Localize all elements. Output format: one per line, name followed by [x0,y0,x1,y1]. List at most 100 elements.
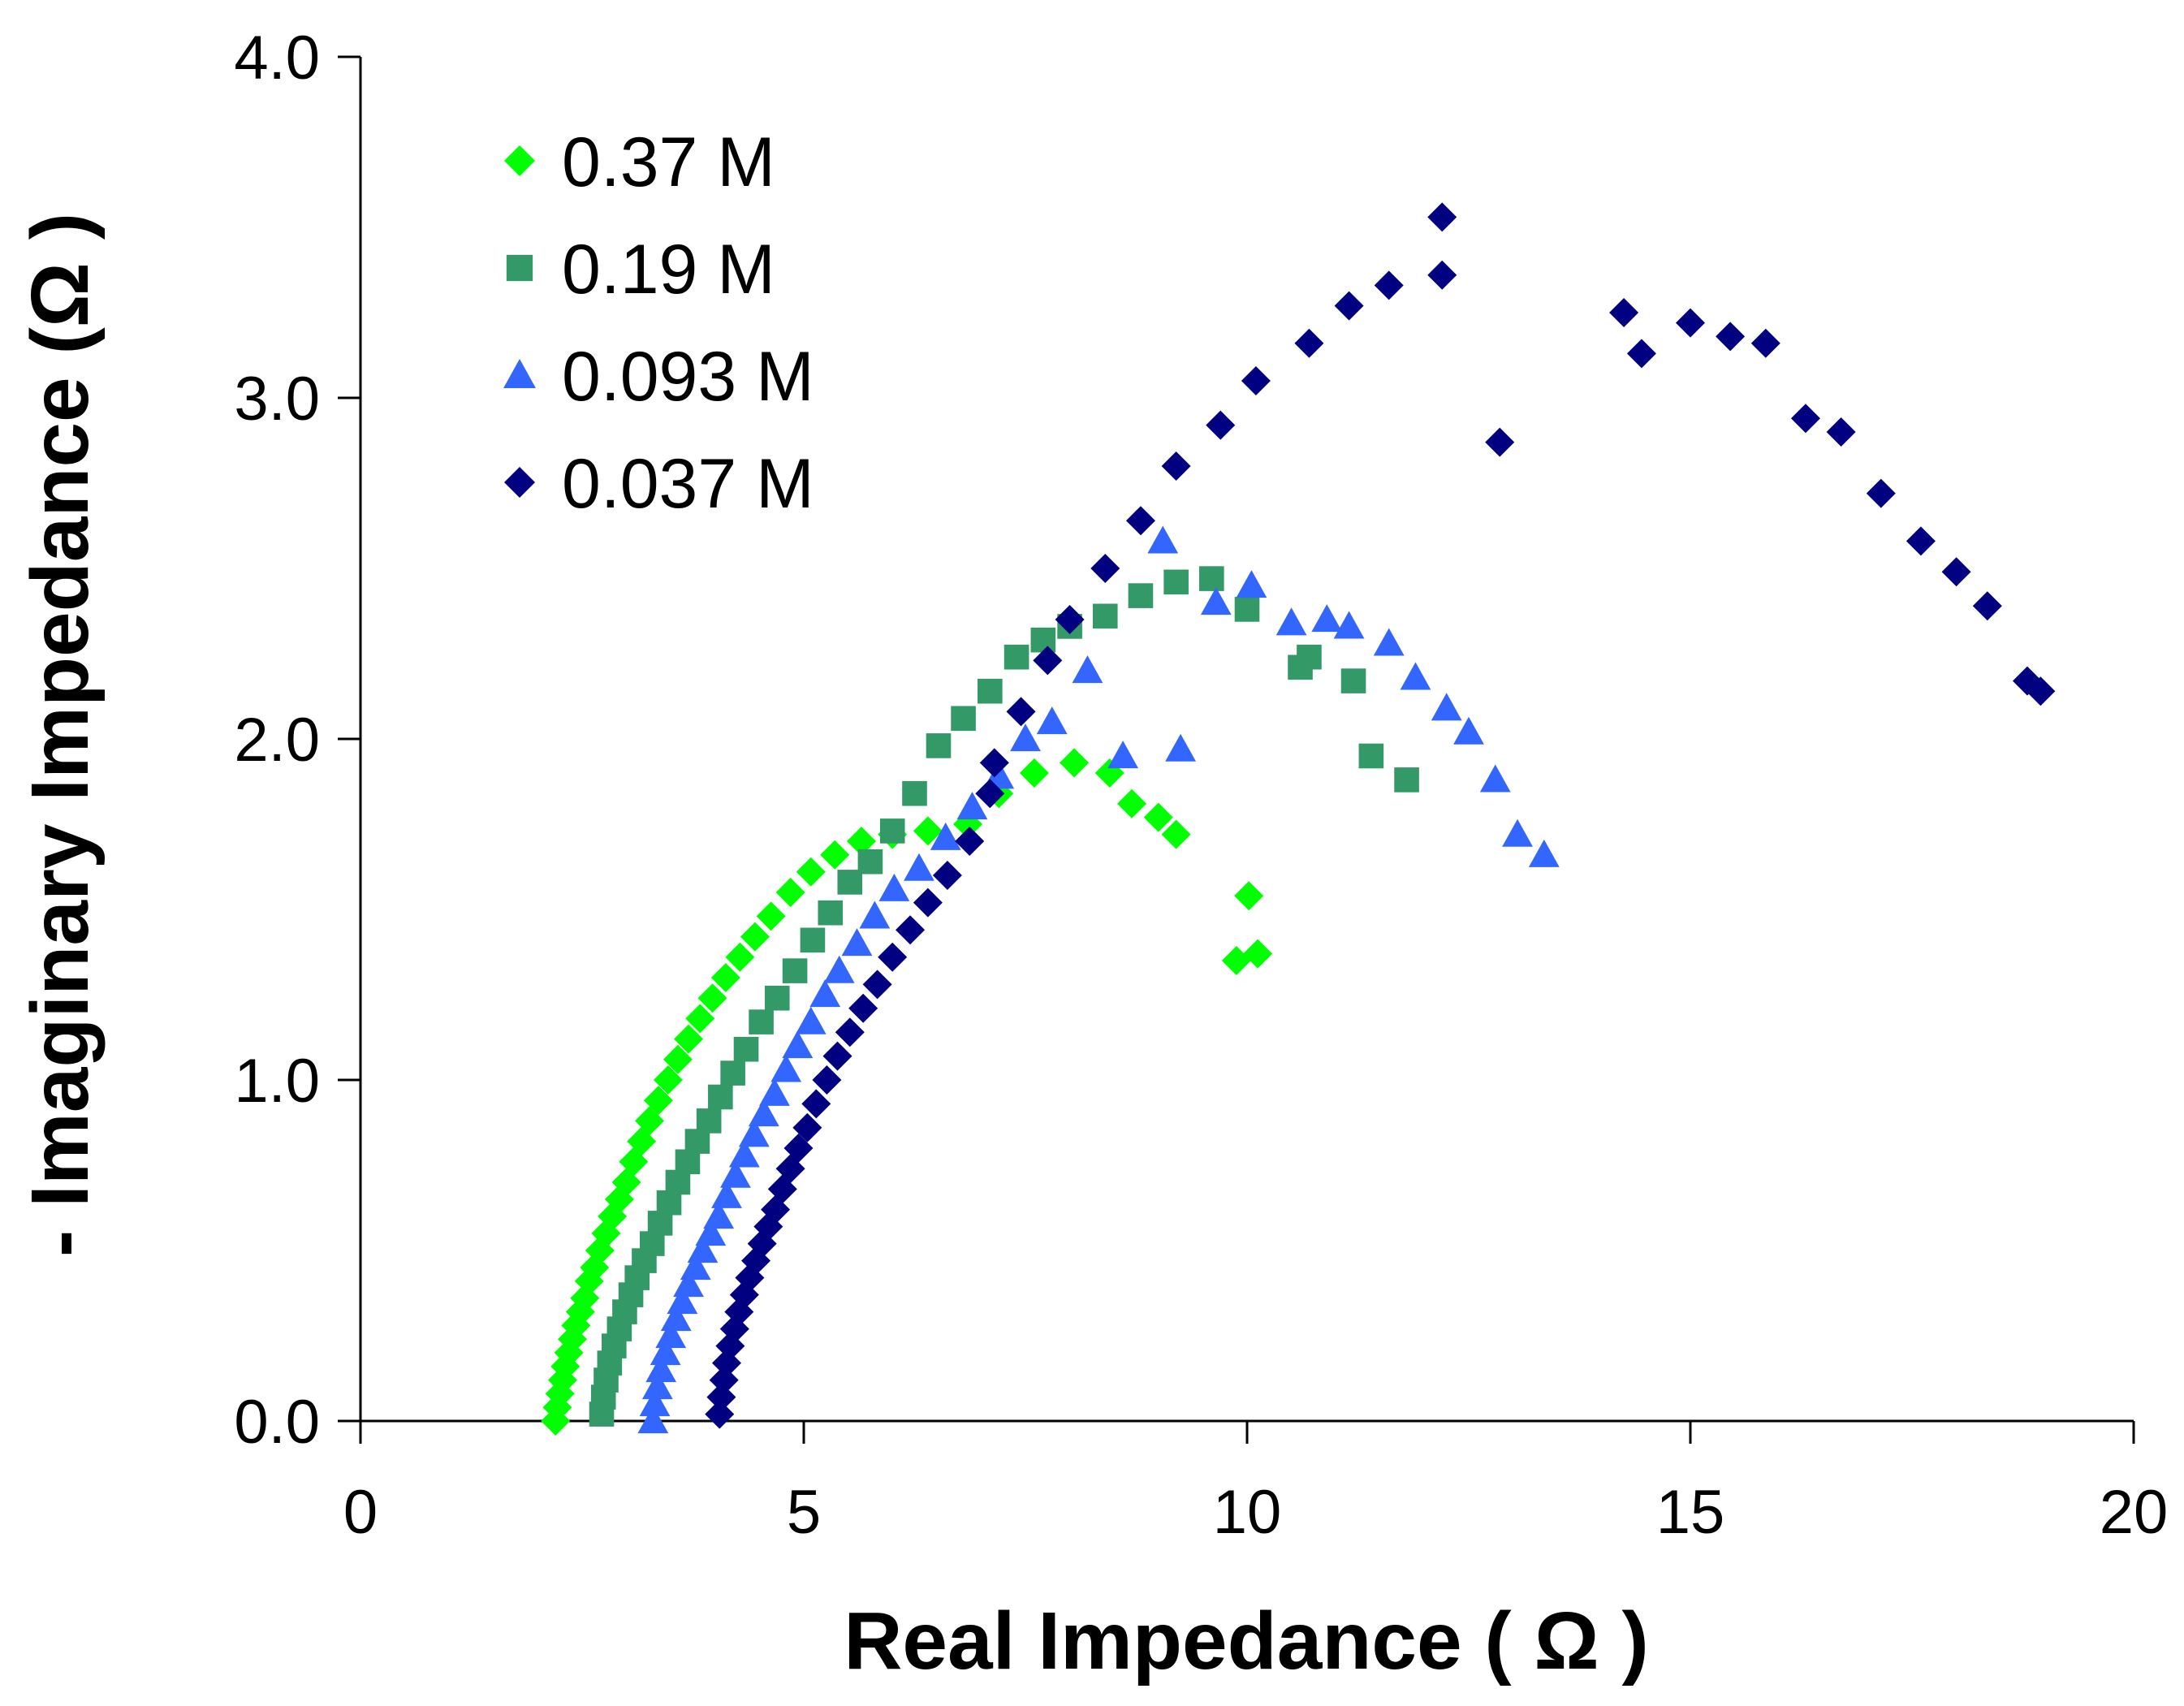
data-point [705,1399,735,1429]
data-point [645,1354,677,1383]
data-point [800,927,826,953]
data-point [792,1112,822,1142]
data-point [1676,308,1705,338]
data-point [687,1235,719,1263]
x-tick-label: 20 [2100,1478,2169,1547]
data-point [862,970,892,1000]
y-tick-label: 1.0 [234,1047,320,1116]
x-tick-label: 5 [787,1478,821,1547]
data-point [1036,706,1068,735]
data-point [822,1041,852,1071]
data-point [1297,644,1322,670]
data-point [848,993,878,1023]
data-point [1125,506,1155,536]
data-point [1241,366,1271,395]
data-point [846,827,876,856]
data-point [975,779,1005,809]
tick-marks [338,55,2135,1444]
data-point [1340,668,1366,693]
data-point [655,1320,687,1349]
data-point [1030,627,1056,653]
data-point [1161,451,1191,481]
data-point [1400,662,1431,690]
data-point [951,706,976,732]
data-point [720,1060,745,1086]
data-point [1243,939,1273,969]
data-point [1161,819,1191,849]
data-point [801,1089,831,1119]
data-point [1479,764,1511,793]
data-point [1626,339,1656,369]
data-point [725,942,755,972]
data-point [1866,478,1896,508]
data-point [1374,270,1404,300]
data-point [1972,591,2002,621]
data-point [663,1044,693,1074]
data-point [1334,291,1364,321]
data-point [896,915,926,945]
legend-label: 0.19 M [562,231,775,309]
data-point [1143,802,1173,832]
data-point [1128,583,1154,608]
data-point [1033,646,1063,676]
data-point [650,1337,681,1366]
data-point [1502,818,1533,847]
data-point [695,1218,727,1246]
legend: 0.37 M 0.19 M 0.093 M 0.037 M [503,123,814,523]
data-point [1394,767,1419,793]
data-point [878,942,908,972]
data-point [1055,605,1085,634]
data-point [1236,570,1267,598]
series-0-19-M [589,566,1419,1427]
data-point [1147,525,1179,554]
data-point [748,1099,779,1127]
data-point [823,955,855,983]
series-0-037-M [705,202,2056,1429]
data-point [749,1009,774,1034]
data-point [639,1389,671,1417]
data-point [1453,716,1484,745]
data-point [696,1108,722,1134]
data-point [1790,404,1820,434]
x-axis-title: Real Impedance ( Ω ) [844,1596,1649,1687]
data-point [1234,597,1260,622]
data-point [756,901,786,931]
data-point [930,822,961,850]
y-tick-label: 0.0 [234,1388,320,1457]
y-tick-label: 2.0 [234,706,320,775]
data-point [680,1252,711,1281]
data-point [1117,788,1147,818]
data-points [541,202,2056,1436]
data-point [738,1119,770,1147]
data-point [782,1030,814,1059]
data-point [796,857,826,887]
x-tick-label: 0 [343,1478,378,1547]
data-point [634,1106,664,1136]
legend-marker [503,359,536,388]
data-point [841,928,873,957]
data-point [857,849,883,875]
data-point [710,963,740,992]
data-point [674,1024,704,1054]
data-point [1373,628,1405,656]
legend-marker [504,467,535,498]
data-point [956,792,988,820]
y-tick-label: 3.0 [234,365,320,434]
series-0-093-M [637,525,1560,1434]
data-point [902,780,927,806]
series-0-37-M [541,748,1273,1436]
data-point [733,1036,759,1062]
data-point [2026,676,2056,706]
data-point [1019,758,1049,788]
data-point [759,1078,790,1106]
data-point [1358,743,1384,769]
data-point [697,983,727,1013]
legend-label: 0.093 M [562,338,814,416]
data-point [1090,554,1120,583]
legend-marker [504,145,535,176]
data-point [1431,693,1462,721]
data-point [1004,644,1029,670]
data-point [1609,298,1639,327]
data-point [1165,733,1196,762]
